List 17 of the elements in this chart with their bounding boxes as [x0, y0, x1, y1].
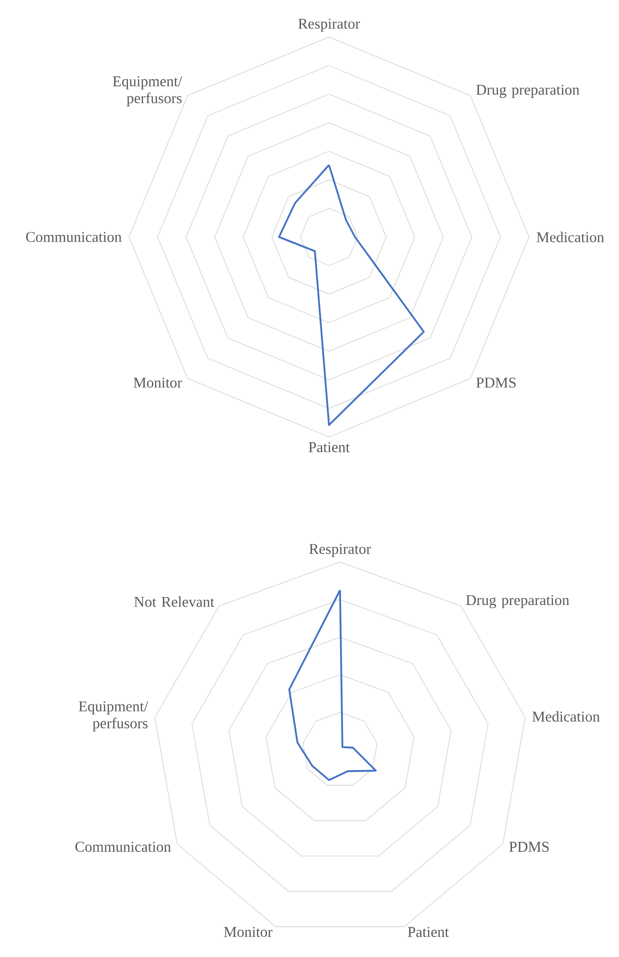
spoke-label: Not Relevant — [134, 596, 214, 607]
spoke-label: Communication — [26, 232, 122, 242]
spoke-label: Drug preparation — [466, 595, 570, 608]
spoke-label: Patient — [308, 442, 350, 452]
spoke-label: Respirator — [298, 18, 360, 32]
spoke-label: Communication — [75, 842, 171, 852]
spoke-label: Medication — [536, 232, 604, 242]
spoke-label: Equipment/ perfusors — [112, 76, 182, 106]
spoke-label: Medication — [532, 711, 600, 722]
spoke-label: PDMS — [509, 842, 549, 852]
spoke-label: Monitor — [224, 926, 272, 937]
spoke-label: Drug preparation — [476, 84, 580, 98]
spoke-label: PDMS — [476, 378, 516, 388]
spoke-label: Monitor — [134, 378, 182, 388]
spoke-label: Patient — [408, 926, 449, 937]
spoke-label: Respirator — [309, 544, 371, 558]
spoke-label: Equipment/ perfusors — [78, 701, 148, 732]
